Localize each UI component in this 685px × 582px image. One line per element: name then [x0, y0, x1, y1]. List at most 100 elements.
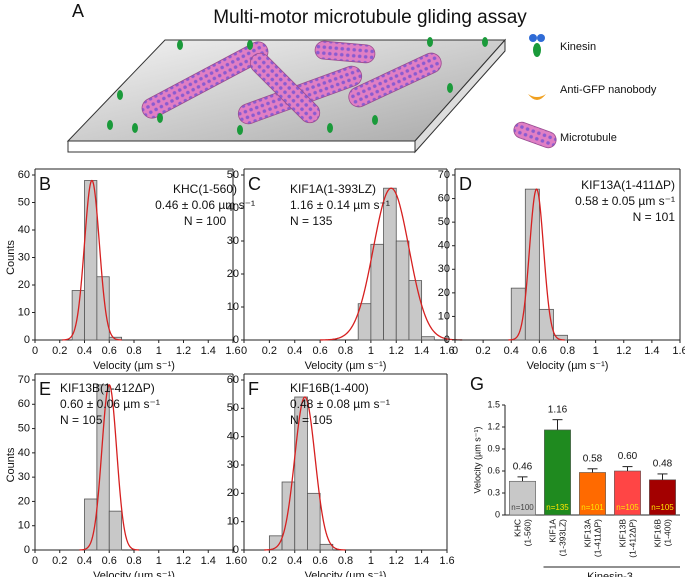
y-axis-label: Counts [5, 240, 17, 275]
x-tick-label: 1 [156, 555, 162, 567]
bar [307, 492, 321, 551]
y-tick-label: 30 [18, 471, 30, 483]
annotation: 0.46 ± 0.06 µm s⁻¹ [155, 198, 255, 212]
value-label: 0.60 [618, 451, 638, 462]
kinesin-icon [537, 34, 545, 42]
x-tick-label: 1.2 [616, 345, 631, 357]
x-tick-label: 1.4 [414, 345, 429, 357]
x-tick-label: 0.6 [312, 345, 327, 357]
panel-label: C [248, 174, 261, 194]
y-tick-label: 60 [438, 192, 450, 204]
annotation: KIF13B(1-412ΔP) [60, 381, 155, 395]
y-tick-label: 50 [227, 402, 239, 414]
x-tick-label: 0.8 [560, 345, 575, 357]
fit-curve [320, 187, 463, 341]
x-tick-label: 0 [452, 345, 458, 357]
x-tick-label: 0.4 [77, 345, 92, 357]
y-tick-label: 1.5 [487, 399, 500, 409]
annotation: N = 101 [633, 210, 676, 224]
y-tick-label: 40 [227, 202, 239, 214]
x-tick-label-line: (1-411ΔP) [593, 519, 603, 557]
bar-label: n=100 [511, 503, 534, 512]
x-tick-label: 0.4 [287, 345, 302, 357]
y-tick-label: 20 [18, 495, 30, 507]
bar [395, 240, 410, 341]
nanobody-icon [528, 94, 546, 100]
platform-edge [67, 140, 416, 153]
y-tick-label: 0.6 [487, 465, 500, 475]
kinesins [107, 37, 488, 135]
microtubule-icon [513, 121, 557, 149]
x-tick-label-line: (1-393LZ) [558, 519, 568, 556]
x-tick-label-line: KHC [513, 519, 523, 537]
panel-label: D [459, 174, 472, 194]
x-tick-label: 0.8 [126, 345, 141, 357]
annotation: N = 105 [290, 413, 333, 427]
y-tick-label: 30 [227, 235, 239, 247]
x-tick-label: 0.2 [52, 555, 67, 567]
x-tick-label-line: KIF16B [653, 519, 663, 548]
microtubule [348, 52, 442, 108]
kinesin-icon [533, 43, 541, 57]
panel-label: F [248, 379, 259, 399]
x-tick-label-line: (1-412ΔP) [628, 519, 638, 558]
y-tick-label: 0.9 [487, 443, 500, 453]
x-tick-label: 1.6 [225, 345, 240, 357]
microtubules [141, 40, 442, 125]
bar [370, 243, 384, 341]
fit-curve [508, 188, 565, 341]
x-tick-label: 1 [368, 555, 374, 567]
y-tick-label: 50 [18, 422, 30, 434]
x-tick-label: 0.4 [287, 555, 302, 567]
x-tick-label: 0.4 [77, 555, 92, 567]
y-tick-label: 30 [438, 263, 450, 275]
fit-curve [264, 396, 346, 551]
x-tick-label-line: (1-400) [663, 519, 673, 547]
legend-label: Anti-GFP nanobody [560, 84, 657, 96]
bar [281, 481, 296, 551]
bar [421, 336, 435, 341]
diagram-title: Multi-motor microtubule gliding assay [213, 7, 527, 28]
y-tick-label: 0 [24, 544, 30, 556]
x-tick-label: 1.4 [644, 345, 659, 357]
y-tick-label: 40 [18, 447, 30, 459]
y-tick-label: 0 [495, 509, 500, 519]
x-axis-label: Velocity (µm s⁻¹) [305, 570, 387, 577]
microtubule [314, 40, 376, 64]
y-tick-label: 50 [438, 216, 450, 228]
x-tick-label: 1 [593, 345, 599, 357]
x-tick-label: 0 [32, 345, 38, 357]
x-tick-label: 0.8 [338, 555, 353, 567]
y-tick-label: 0 [233, 334, 239, 346]
annotation: N = 100 [184, 214, 227, 228]
x-axis-label: Velocity (µm s⁻¹) [305, 360, 387, 372]
y-tick-label: 60 [18, 398, 30, 410]
x-tick-label-line: (1-560) [523, 519, 533, 547]
bar [649, 479, 676, 516]
kinesin-icon [529, 34, 537, 42]
panel-label: E [39, 379, 51, 399]
x-tick-label: 0 [241, 345, 247, 357]
y-tick-label: 0 [444, 334, 450, 346]
x-tick-label: 0.2 [262, 555, 277, 567]
annotation: 0.48 ± 0.08 µm s⁻¹ [290, 397, 390, 411]
value-label: 0.46 [513, 462, 533, 473]
annotation: 0.58 ± 0.05 µm s⁻¹ [575, 194, 675, 208]
x-tick-label: KIF13B(1-412ΔP) [618, 519, 638, 558]
bar [96, 276, 110, 341]
y-tick-label: 40 [438, 240, 450, 252]
x-tick-label: 0.8 [338, 345, 353, 357]
value-label: 0.48 [653, 459, 673, 470]
bar [84, 180, 98, 341]
bar [524, 188, 540, 341]
x-tick-label: 1.2 [176, 345, 191, 357]
y-tick-label: 70 [438, 169, 450, 181]
y-tick-label: 60 [18, 169, 30, 181]
x-tick-label: 1.2 [176, 555, 191, 567]
x-tick-label: 0 [241, 555, 247, 567]
x-tick-label: 0.6 [102, 555, 117, 567]
bar [294, 396, 308, 551]
x-axis-label: Velocity (µm s⁻¹) [93, 360, 175, 372]
legend-label: Microtubule [560, 132, 617, 144]
legend: Kinesin Anti-GFP nanobody Microtubule [513, 34, 657, 149]
